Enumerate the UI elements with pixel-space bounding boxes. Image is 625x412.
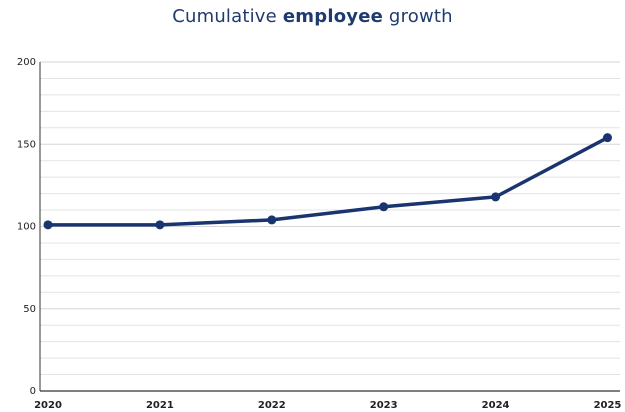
series-group	[43, 133, 612, 230]
chart-title: Cumulative employee growth	[0, 6, 625, 27]
y-tick-label: 150	[17, 139, 36, 150]
axes	[39, 62, 620, 392]
data-point	[491, 192, 501, 202]
y-tick-label: 0	[30, 386, 36, 397]
chart-title-part1: Cumulative	[172, 6, 283, 27]
data-point	[379, 202, 389, 212]
chart-title-part3: growth	[383, 6, 453, 27]
data-point	[267, 215, 277, 225]
data-point	[155, 220, 165, 230]
y-tick-label: 50	[23, 304, 36, 315]
x-tick-label: 2022	[258, 400, 286, 411]
data-point	[602, 133, 612, 143]
y-tick-label: 100	[17, 222, 36, 233]
series-line	[46, 135, 610, 227]
x-tick-label: 2025	[594, 400, 622, 411]
x-tick-label: 2023	[370, 400, 398, 411]
y-tick-label: 200	[17, 57, 36, 68]
data-point	[43, 220, 53, 230]
x-tick-label: 2020	[34, 400, 62, 411]
x-tick-label: 2024	[482, 400, 510, 411]
x-tick-label: 2021	[146, 400, 174, 411]
y-axis-ticks: 0 50 100 150 200	[17, 57, 36, 397]
chart-title-emphasis: employee	[282, 6, 384, 27]
gridlines	[40, 61, 620, 376]
x-axis-ticks: 2020 2021 2022 2023 2024 2025	[34, 400, 621, 411]
